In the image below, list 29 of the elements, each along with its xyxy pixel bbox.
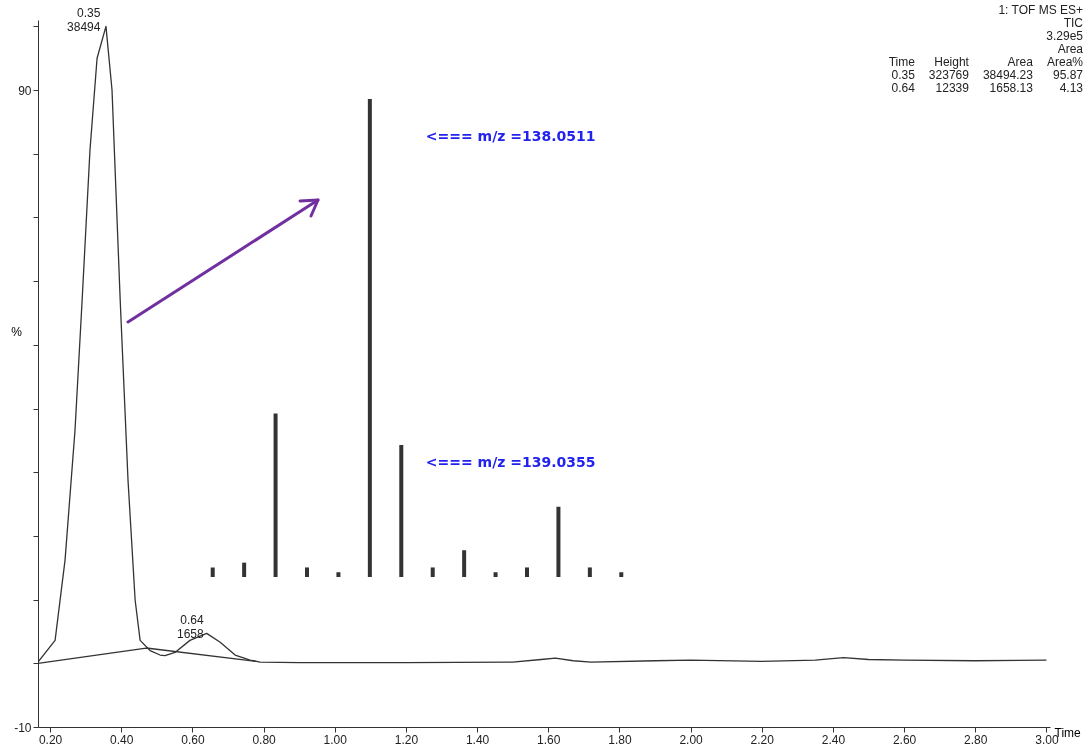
annotation: 3.29e5 — [1045, 29, 1083, 43]
x-tick-label: 0.40 — [110, 732, 134, 747]
y-tick-label: 90 — [18, 83, 32, 98]
x-tick-label: 2.00 — [679, 732, 704, 747]
y-tick-label: -10 — [14, 720, 32, 735]
x-tick-label: 0.20 — [38, 732, 63, 747]
x-tick-label: 1.20 — [394, 732, 419, 747]
text: 0.64 12339 1658.13 4.13 — [891, 81, 1083, 95]
x-tick-label: 2.40 — [821, 732, 846, 747]
x-tick-label: 0.80 — [252, 732, 277, 747]
x-tick-label: 0.60 — [181, 732, 205, 747]
x-tick-label: 1.40 — [465, 732, 490, 747]
x-tick-label: 2.20 — [750, 732, 775, 747]
x-tick-label: 1.60 — [537, 732, 561, 747]
text: 0.35 323769 38494.23 95.87 — [891, 68, 1083, 82]
annotation: <=== m/z =139.0355 — [425, 454, 596, 470]
text: Area — [1056, 42, 1083, 56]
x-axis-title: Time — [1054, 725, 1082, 740]
text: TIC — [1062, 16, 1083, 30]
x-tick-label: 2.60 — [892, 732, 917, 747]
annotation: 0.35 38494 — [67, 6, 101, 35]
annotation: <=== m/z =138.0511 — [425, 128, 596, 144]
text: 1: TOF MS ES+ — [997, 3, 1083, 17]
x-tick-label: 1.00 — [323, 732, 348, 747]
text: Time Height Area Area% — [888, 55, 1083, 69]
y-axis-title: % — [11, 324, 23, 339]
x-tick-label: 2.80 — [964, 732, 988, 747]
annotation: 0.64 1658 — [176, 613, 204, 642]
x-tick-label: 1.80 — [608, 732, 632, 747]
